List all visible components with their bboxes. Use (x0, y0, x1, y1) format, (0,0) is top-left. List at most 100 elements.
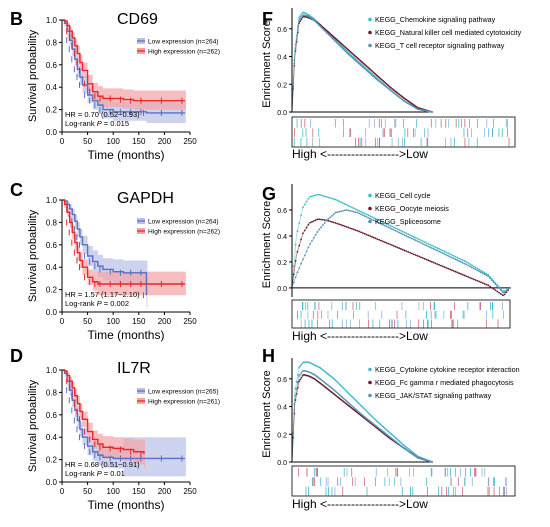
x-tick-label: 100 (107, 487, 121, 496)
y-tick-label: 1.0 (46, 366, 58, 375)
legend-marker (368, 206, 372, 211)
y-tick-label: 0.6 (46, 61, 58, 70)
y-tick-label: 0.2 (277, 432, 287, 439)
es-curve-steel (291, 370, 433, 463)
x-tick-label: 0 (60, 487, 65, 496)
survival-curve-high (62, 19, 185, 102)
panel-letter: C (10, 180, 23, 200)
es-curve-dark (291, 15, 433, 113)
legend-marker (368, 17, 372, 22)
y-tick-label: 0.0 (277, 110, 287, 117)
legend-marker (368, 43, 372, 48)
y-tick-label: 0.8 (46, 388, 58, 397)
legend-label: KEGG_Cell cycle (375, 191, 431, 200)
logrank-p-symbol: P (97, 469, 102, 478)
legend-label: Low expression (n=265) (148, 389, 219, 396)
y-tick-label: 0.2 (277, 260, 287, 267)
y-tick-label: 1.0 (46, 16, 58, 25)
x-axis-label: Time (months) (88, 148, 165, 162)
hit-barcode-box (291, 299, 511, 329)
hazard-ratio-text: HR = 0.68 (0.51−0.91) (65, 460, 140, 469)
logrank-p-symbol: P (97, 299, 102, 308)
legend-label: KEGG_T cell receptor signaling pathway (375, 41, 505, 50)
rank-direction-label: High <------------------>Low (292, 497, 428, 511)
panel-letter: F (262, 9, 273, 29)
x-tick-label: 200 (158, 317, 172, 326)
y-tick-label: 0.4 (46, 433, 58, 442)
gsea-panel-G: G 0.0 0.2 0.4 0.6 Enrichment Score High <-----… (261, 184, 511, 343)
y-tick-label: 0.6 (277, 27, 287, 34)
legend-label: KEGG_Spliceosome (375, 217, 441, 226)
y-tick-label: 0.4 (277, 55, 287, 62)
ci-band-high (62, 370, 145, 469)
legend-marker (368, 30, 372, 35)
x-tick-label: 0 (60, 137, 65, 146)
y-tick-label: 0.0 (46, 308, 58, 317)
ci-band-high (62, 20, 186, 110)
y-tick-label: 0.6 (46, 411, 58, 420)
hazard-ratio-text: HR = 1.57 (1.17−2.10) (65, 290, 140, 299)
legend-marker (368, 193, 372, 198)
y-tick-label: 0.4 (277, 234, 287, 241)
panel-letter: H (262, 346, 275, 366)
x-tick-label: 250 (183, 487, 197, 496)
x-tick-label: 250 (183, 137, 197, 146)
x-tick-label: 100 (107, 137, 121, 146)
x-tick-label: 50 (83, 317, 92, 326)
ci-band-high (62, 200, 186, 296)
legend-label: High expression (n=262) (148, 229, 220, 236)
es-curve-steel (291, 14, 433, 113)
x-axis-label: Time (months) (88, 498, 165, 512)
x-tick-label: 250 (183, 317, 197, 326)
y-tick-label: 0.2 (277, 82, 287, 89)
y-tick-label: 0.2 (46, 456, 58, 465)
legend-label: KEGG_Natural killer cell mediated cytoto… (375, 28, 522, 37)
legend-label: KEGG_Chemokine signaling pathway (375, 15, 496, 24)
hazard-ratio-text: HR = 0.70 (0.52−0.93) (65, 110, 140, 119)
y-axis-label: Enrichment Score (261, 201, 273, 288)
legend-marker (368, 380, 372, 385)
hit-barcode-box (291, 465, 516, 497)
panel-title: GAPDH (117, 190, 174, 207)
legend-marker (368, 219, 372, 224)
y-tick-label: 0.2 (46, 286, 58, 295)
logrank-p-value: = 0.015 (102, 119, 129, 128)
legend-marker (368, 393, 372, 398)
x-tick-label: 50 (83, 487, 92, 496)
panel-letter: G (262, 184, 276, 204)
y-tick-label: 0.0 (46, 478, 58, 487)
legend-label: High expression (n=262) (148, 49, 220, 56)
y-tick-label: 0.2 (46, 106, 58, 115)
km-panel-C: C GAPDH 0.0 0.2 0.4 0.6 0.8 1.0 0 50 100 150 200 250 T… (10, 180, 220, 342)
rank-direction-label: High <------------------>Low (292, 147, 428, 161)
survival-curve-low (62, 369, 185, 460)
y-tick-label: 0.6 (46, 241, 58, 250)
panel-title: CD69 (117, 11, 158, 28)
rank-direction-label: High <------------------>Low (292, 329, 428, 343)
panel-letter: D (10, 346, 23, 366)
es-curve-steel (291, 209, 511, 294)
gsea-panel-H: H 0.0 0.2 0.4 0.6 Enrichment Score High <-----… (261, 346, 520, 511)
x-tick-label: 150 (132, 487, 146, 496)
legend-label: KEGG_JAK/STAT signaling pathway (375, 391, 492, 400)
x-tick-label: 100 (107, 317, 121, 326)
x-axis-label: Time (months) (88, 328, 165, 342)
legend-label: Low expression (n=264) (148, 39, 219, 46)
logrank-prefix: Log-rank (65, 119, 97, 128)
survival-curve-high (62, 199, 185, 285)
gsea-panel-F: F 0.0 0.2 0.4 0.6 Enrichment Score High <-----… (261, 8, 522, 161)
legend-label: KEGG_Oocyte meiosis (375, 204, 449, 213)
y-tick-label: 0.0 (277, 286, 287, 293)
y-axis-label: Survival probability (27, 29, 39, 122)
panel-title: IL7R (117, 360, 151, 377)
y-tick-label: 0.4 (46, 83, 58, 92)
logrank-p-text: Log-rank P = 0.002 (65, 299, 129, 308)
legend-label: High expression (n=261) (148, 399, 220, 406)
logrank-prefix: Log-rank (65, 299, 97, 308)
legend-label: Low expression (n=264) (148, 219, 219, 226)
logrank-p-text: Log-rank P = 0.015 (65, 119, 129, 128)
y-axis-label: Enrichment Score (261, 370, 273, 457)
logrank-prefix: Log-rank (65, 469, 97, 478)
y-tick-label: 0.8 (46, 38, 58, 47)
